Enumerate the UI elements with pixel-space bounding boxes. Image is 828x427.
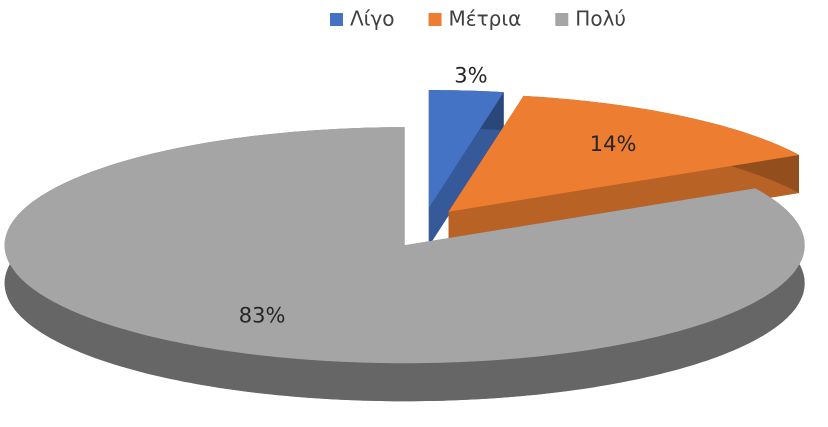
data-label: 83% [239, 303, 286, 327]
legend-swatch [330, 13, 344, 26]
legend-label: Πολύ [575, 7, 626, 31]
pie-tops [4, 90, 805, 364]
legend-swatch [428, 13, 442, 26]
legend-label: Μέτρια [449, 7, 522, 31]
data-label: 14% [590, 132, 637, 156]
data-labels: 3% 14% 83% [239, 64, 637, 328]
slice [4, 127, 805, 364]
legend: Λίγο Μέτρια Πολύ [330, 7, 626, 31]
slice [448, 95, 799, 212]
legend-swatch [555, 13, 569, 26]
slice-side [428, 92, 504, 247]
data-label: 3% [454, 64, 487, 88]
slice [428, 90, 504, 209]
legend-label: Λίγο [350, 7, 395, 31]
